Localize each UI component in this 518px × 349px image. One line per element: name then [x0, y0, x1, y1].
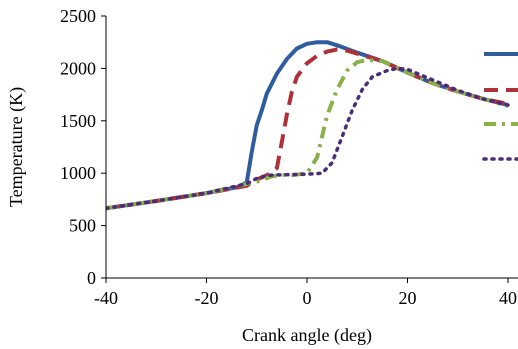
- x-tick-label: -20: [195, 288, 219, 308]
- ticks-layer: 0 500 1000 1500 2000 2500 -40 -20 0 20 40: [60, 6, 517, 308]
- series-layer: [106, 40, 510, 211]
- x-tick-label: 0: [303, 288, 312, 308]
- y-axis-title: Temperature (K): [6, 87, 27, 207]
- series-line-4: [106, 66, 510, 211]
- x-tick-label: 40: [499, 288, 517, 308]
- x-axis-title: Crank angle (deg): [242, 325, 372, 346]
- legend: [482, 52, 518, 161]
- y-tick-label: 2000: [60, 58, 96, 78]
- y-tick-label: 500: [69, 216, 96, 236]
- series-line-2: [106, 47, 509, 211]
- x-tick-label: -40: [94, 288, 118, 308]
- y-tick-label: 0: [87, 268, 96, 288]
- x-tick-label: 20: [399, 288, 417, 308]
- series-line-3: [106, 58, 509, 211]
- y-tick-label: 1000: [60, 163, 96, 183]
- y-tick-label: 2500: [60, 6, 96, 26]
- series-line-1: [106, 40, 509, 211]
- y-tick-label: 1500: [60, 111, 96, 131]
